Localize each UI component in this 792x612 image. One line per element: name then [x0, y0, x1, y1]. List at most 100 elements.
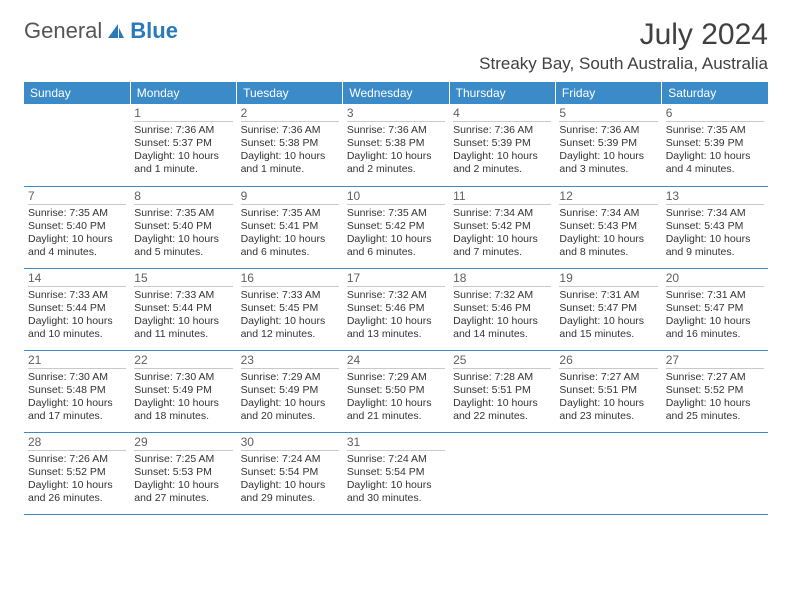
calendar-day-cell: 30 Sunrise: 7:24 AMSunset: 5:54 PMDayligh…: [237, 432, 343, 514]
day-sun-info: Sunrise: 7:36 AMSunset: 5:39 PMDaylight:…: [559, 124, 657, 177]
day-number: 15: [134, 271, 232, 287]
day-number: 17: [347, 271, 445, 287]
calendar-day-cell: 23Sunrise: 7:29 AMSunset: 5:49 PMDayligh…: [237, 350, 343, 432]
day-sun-info: Sunrise: 7:34 AMSunset: 5:43 PMDaylight:…: [559, 207, 657, 260]
day-sun-info: Sunrise: 7:35 AMSunset: 5:42 PMDaylight:…: [347, 207, 445, 260]
day-number: 26: [559, 353, 657, 369]
calendar-day-cell: 26 Sunrise: 7:27 AMSunset: 5:51 PMDayligh…: [555, 350, 661, 432]
calendar-day-cell: [662, 432, 768, 514]
day-sun-info: Sunrise: 7:35 AMSunset: 5:41 PMDaylight:…: [241, 207, 339, 260]
day-number: 7: [28, 189, 126, 205]
day-number: 9: [241, 189, 339, 205]
day-number: 27: [666, 353, 764, 369]
day-sun-info: Sunrise: 7:36 AMSunset: 5:39 PMDaylight:…: [453, 124, 551, 177]
day-sun-info: Sunrise: 7:36 AMSunset: 5:38 PMDaylight:…: [241, 124, 339, 177]
calendar-day-cell: [449, 432, 555, 514]
calendar-day-cell: 25 Sunrise: 7:28 AMSunset: 5:51 PMDayligh…: [449, 350, 555, 432]
day-number: 1: [134, 106, 232, 122]
day-sun-info: Sunrise: 7:35 AMSunset: 5:40 PMDaylight:…: [28, 207, 126, 260]
calendar-day-cell: 3 Sunrise: 7:36 AMSunset: 5:38 PMDaylight…: [343, 104, 449, 186]
day-sun-info: Sunrise: 7:32 AMSunset: 5:46 PMDaylight:…: [453, 289, 551, 342]
day-number: 30: [241, 435, 339, 451]
calendar-day-cell: 9 Sunrise: 7:35 AMSunset: 5:41 PMDaylight…: [237, 186, 343, 268]
calendar-day-cell: 21Sunrise: 7:30 AMSunset: 5:48 PMDayligh…: [24, 350, 130, 432]
day-number: 13: [666, 189, 764, 205]
day-sun-info: Sunrise: 7:25 AMSunset: 5:53 PMDaylight:…: [134, 453, 232, 506]
calendar-day-cell: 14 Sunrise: 7:33 AMSunset: 5:44 PMDayligh…: [24, 268, 130, 350]
calendar-day-cell: 2 Sunrise: 7:36 AMSunset: 5:38 PMDaylight…: [237, 104, 343, 186]
day-sun-info: Sunrise: 7:27 AMSunset: 5:52 PMDaylight:…: [666, 371, 764, 424]
calendar-day-cell: 16 Sunrise: 7:33 AMSunset: 5:45 PMDayligh…: [237, 268, 343, 350]
day-number: 31: [347, 435, 445, 451]
day-number: 24: [347, 353, 445, 369]
day-header: Wednesday: [343, 82, 449, 104]
day-sun-info: Sunrise: 7:27 AMSunset: 5:51 PMDaylight:…: [559, 371, 657, 424]
day-sun-info: Sunrise: 7:36 AMSunset: 5:38 PMDaylight:…: [347, 124, 445, 177]
day-number: 8: [134, 189, 232, 205]
calendar-day-cell: 6 Sunrise: 7:35 AMSunset: 5:39 PMDaylight…: [662, 104, 768, 186]
calendar-day-cell: 7 Sunrise: 7:35 AMSunset: 5:40 PMDaylight…: [24, 186, 130, 268]
day-sun-info: Sunrise: 7:29 AMSunset: 5:50 PMDaylight:…: [347, 371, 445, 424]
day-header: Tuesday: [237, 82, 343, 104]
day-sun-info: Sunrise: 7:34 AMSunset: 5:42 PMDaylight:…: [453, 207, 551, 260]
calendar-day-cell: 15 Sunrise: 7:33 AMSunset: 5:44 PMDayligh…: [130, 268, 236, 350]
day-sun-info: Sunrise: 7:36 AMSunset: 5:37 PMDaylight:…: [134, 124, 232, 177]
logo: General Blue: [24, 18, 178, 44]
day-sun-info: Sunrise: 7:33 AMSunset: 5:44 PMDaylight:…: [134, 289, 232, 342]
logo-sail-icon: [106, 22, 126, 40]
day-number: 23: [241, 353, 339, 369]
logo-text-1: General: [24, 18, 102, 44]
calendar-day-cell: 20Sunrise: 7:31 AMSunset: 5:47 PMDayligh…: [662, 268, 768, 350]
day-header: Friday: [555, 82, 661, 104]
day-sun-info: Sunrise: 7:30 AMSunset: 5:49 PMDaylight:…: [134, 371, 232, 424]
calendar-week-row: 28Sunrise: 7:26 AMSunset: 5:52 PMDayligh…: [24, 432, 768, 514]
calendar-day-cell: 10 Sunrise: 7:35 AMSunset: 5:42 PMDayligh…: [343, 186, 449, 268]
day-number: 20: [666, 271, 764, 287]
calendar-day-cell: 29 Sunrise: 7:25 AMSunset: 5:53 PMDayligh…: [130, 432, 236, 514]
day-number: 6: [666, 106, 764, 122]
day-number: 21: [28, 353, 126, 369]
day-number: 29: [134, 435, 232, 451]
day-number: 14: [28, 271, 126, 287]
calendar-day-cell: 17 Sunrise: 7:32 AMSunset: 5:46 PMDayligh…: [343, 268, 449, 350]
calendar-day-cell: 5Sunrise: 7:36 AMSunset: 5:39 PMDaylight…: [555, 104, 661, 186]
calendar-day-cell: 1 Sunrise: 7:36 AMSunset: 5:37 PMDaylight…: [130, 104, 236, 186]
day-number: 10: [347, 189, 445, 205]
calendar-day-cell: 28Sunrise: 7:26 AMSunset: 5:52 PMDayligh…: [24, 432, 130, 514]
day-number: 11: [453, 189, 551, 205]
day-sun-info: Sunrise: 7:35 AMSunset: 5:39 PMDaylight:…: [666, 124, 764, 177]
calendar-day-cell: 31 Sunrise: 7:24 AMSunset: 5:54 PMDayligh…: [343, 432, 449, 514]
day-header: Saturday: [662, 82, 768, 104]
day-number: 3: [347, 106, 445, 122]
calendar-day-cell: 22 Sunrise: 7:30 AMSunset: 5:49 PMDayligh…: [130, 350, 236, 432]
calendar-week-row: 7 Sunrise: 7:35 AMSunset: 5:40 PMDaylight…: [24, 186, 768, 268]
calendar-table: SundayMondayTuesdayWednesdayThursdayFrid…: [24, 82, 768, 515]
calendar-day-cell: 24 Sunrise: 7:29 AMSunset: 5:50 PMDayligh…: [343, 350, 449, 432]
day-sun-info: Sunrise: 7:33 AMSunset: 5:45 PMDaylight:…: [241, 289, 339, 342]
day-sun-info: Sunrise: 7:24 AMSunset: 5:54 PMDaylight:…: [347, 453, 445, 506]
day-header: Thursday: [449, 82, 555, 104]
calendar-week-row: 14 Sunrise: 7:33 AMSunset: 5:44 PMDayligh…: [24, 268, 768, 350]
day-sun-info: Sunrise: 7:34 AMSunset: 5:43 PMDaylight:…: [666, 207, 764, 260]
day-sun-info: Sunrise: 7:24 AMSunset: 5:54 PMDaylight:…: [241, 453, 339, 506]
location-subtitle: Streaky Bay, South Australia, Australia: [479, 54, 768, 74]
day-sun-info: Sunrise: 7:33 AMSunset: 5:44 PMDaylight:…: [28, 289, 126, 342]
day-header: Monday: [130, 82, 236, 104]
calendar-day-cell: 18Sunrise: 7:32 AMSunset: 5:46 PMDayligh…: [449, 268, 555, 350]
logo-text-2: Blue: [130, 18, 178, 44]
day-sun-info: Sunrise: 7:32 AMSunset: 5:46 PMDaylight:…: [347, 289, 445, 342]
day-number: 28: [28, 435, 126, 451]
day-number: 25: [453, 353, 551, 369]
day-number: 19: [559, 271, 657, 287]
day-number: 16: [241, 271, 339, 287]
day-number: 22: [134, 353, 232, 369]
calendar-day-cell: [555, 432, 661, 514]
day-header: Sunday: [24, 82, 130, 104]
calendar-day-cell: 13 Sunrise: 7:34 AMSunset: 5:43 PMDayligh…: [662, 186, 768, 268]
calendar-week-row: 1 Sunrise: 7:36 AMSunset: 5:37 PMDaylight…: [24, 104, 768, 186]
day-sun-info: Sunrise: 7:31 AMSunset: 5:47 PMDaylight:…: [559, 289, 657, 342]
day-number: 12: [559, 189, 657, 205]
day-number: 2: [241, 106, 339, 122]
day-sun-info: Sunrise: 7:28 AMSunset: 5:51 PMDaylight:…: [453, 371, 551, 424]
calendar-day-cell: 12 Sunrise: 7:34 AMSunset: 5:43 PMDayligh…: [555, 186, 661, 268]
